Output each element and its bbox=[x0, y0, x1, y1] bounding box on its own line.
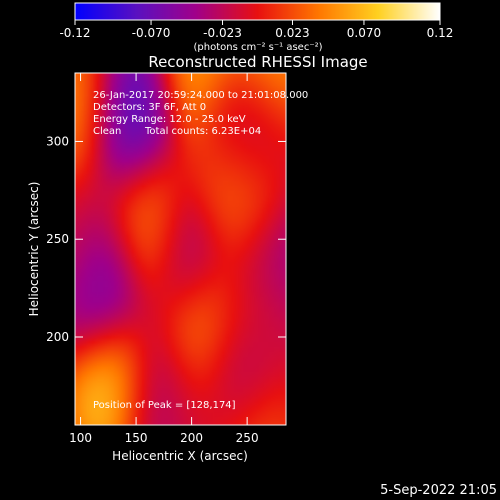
x-tick-label: 100 bbox=[69, 431, 92, 445]
info-time-range: 26-Jan-2017 20:59:24.000 to 21:01:08.000 bbox=[93, 90, 308, 101]
colorbar-gradient bbox=[74, 2, 441, 21]
chart-title: Reconstructed RHESSI Image bbox=[148, 53, 367, 71]
timestamp: 5-Sep-2022 21:05 bbox=[380, 483, 497, 498]
colorbar-tick-label: 0.070 bbox=[347, 26, 381, 40]
info-clean: Clean bbox=[93, 126, 121, 137]
axis-ticks: 100 150 200 250 200 250 300 bbox=[46, 73, 286, 445]
heatmap-image bbox=[75, 73, 286, 425]
info-detectors: Detectors: 3F 6F, Att 0 bbox=[93, 102, 206, 113]
peak-position-label: Position of Peak = [128,174] bbox=[93, 400, 236, 411]
y-tick-label: 300 bbox=[46, 134, 69, 148]
colorbar-ticks: -0.12 -0.070 -0.023 0.023 0.070 0.12 bbox=[59, 20, 453, 40]
x-tick-label: 200 bbox=[180, 431, 203, 445]
colorbar-tick-label: 0.023 bbox=[275, 26, 309, 40]
y-axis-label: Heliocentric Y (arcsec) bbox=[27, 182, 41, 317]
colorbar: -0.12 -0.070 -0.023 0.023 0.070 0.12 (photons… bbox=[59, 2, 453, 53]
x-tick-label: 250 bbox=[236, 431, 259, 445]
plot-frame bbox=[74, 72, 287, 426]
colorbar-tick-label: -0.12 bbox=[59, 26, 90, 40]
info-total-counts: Total counts: 6.23E+04 bbox=[144, 126, 261, 137]
y-tick-label: 200 bbox=[46, 330, 69, 344]
x-axis-label: Heliocentric X (arcsec) bbox=[112, 449, 248, 463]
colorbar-tick-label: 0.12 bbox=[427, 26, 454, 40]
info-block: 26-Jan-2017 20:59:24.000 to 21:01:08.000… bbox=[93, 90, 308, 411]
colorbar-tick-label: -0.070 bbox=[132, 26, 171, 40]
y-tick-label: 250 bbox=[46, 232, 69, 246]
x-tick-label: 150 bbox=[125, 431, 148, 445]
colorbar-tick-label: -0.023 bbox=[203, 26, 242, 40]
info-energy-range: Energy Range: 12.0 - 25.0 keV bbox=[93, 114, 246, 125]
colorbar-unit-label: (photons cm⁻² s⁻¹ asec⁻²) bbox=[193, 42, 322, 53]
